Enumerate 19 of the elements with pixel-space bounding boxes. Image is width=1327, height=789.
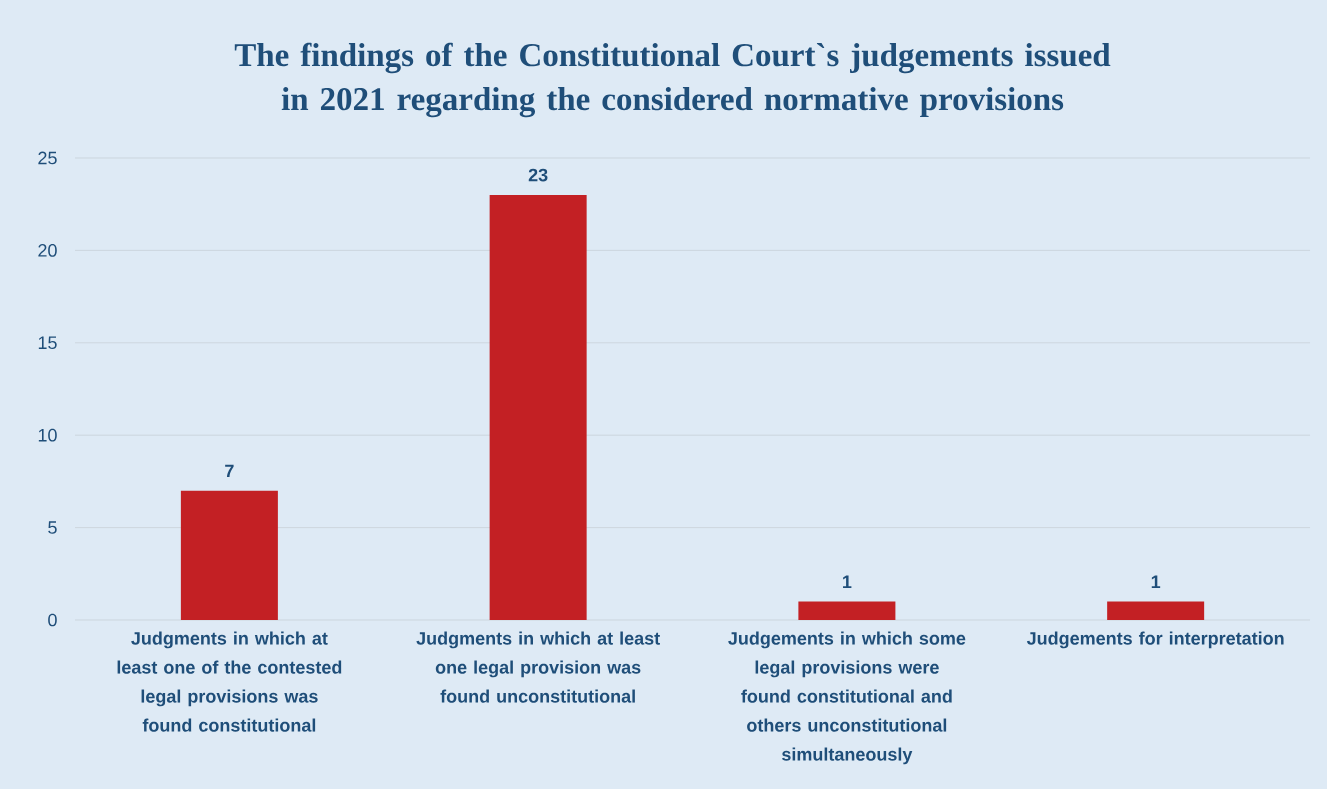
bar [489,194,587,620]
x-tick-label: Judgments in which at least one legal provision was found unconstitutional [416,631,660,703]
y-tick-label: 20 [38,244,57,257]
bar [798,601,896,620]
data-label: 1 [843,575,852,588]
x-tick-label: Judgments in which at least one of the contested legal provisions was found constitutional [117,631,342,732]
chart-title: The findings of the Constitutional Court`s judgements issued in 2021 regarding the considered normative provisions [234,42,1111,118]
x-tick-label: Judgements in which some legal provisions were found constitutional and others unconstitutional simultaneously [728,631,966,765]
x-tick-label: Judgements for interpretation [1026,631,1284,649]
y-tick-label: 15 [38,336,57,350]
y-tick-label: 10 [38,428,57,442]
data-label: 1 [1151,575,1161,588]
data-label: 23 [528,168,548,182]
y-tick-label: 0 [48,613,57,627]
bar [180,490,278,620]
y-tick-label: 5 [48,521,57,534]
y-tick-label: 25 [38,151,57,165]
data-label: 7 [225,464,234,478]
bar [1107,601,1205,620]
